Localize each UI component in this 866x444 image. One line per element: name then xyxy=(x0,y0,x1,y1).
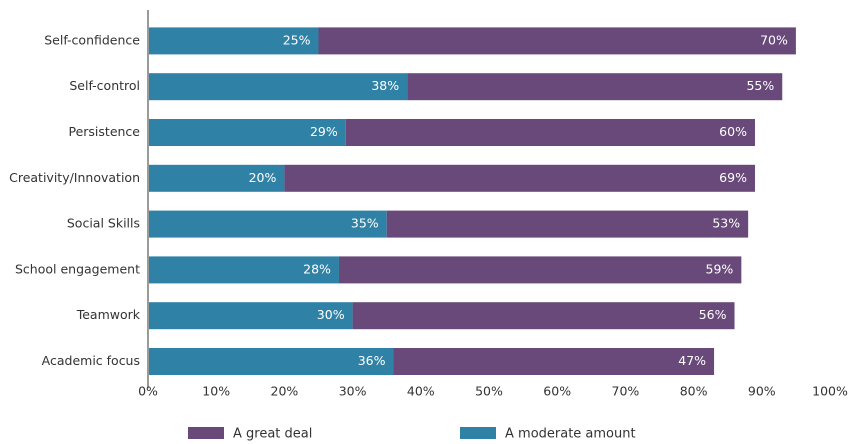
category-label-creativity-innovation: Creativity/Innovation xyxy=(9,170,140,185)
data-label-a-moderate-amount-academic-focus: 36% xyxy=(358,353,386,368)
bar-a-great-deal-persistence xyxy=(345,119,755,146)
bar-a-moderate-amount-creativity-innovation xyxy=(148,164,285,192)
category-label-social-skills: Social Skills xyxy=(67,216,140,231)
data-label-a-great-deal-academic-focus: 47% xyxy=(678,353,706,368)
bar-a-great-deal-teamwork xyxy=(352,302,735,330)
x-tick-label-7: 70% xyxy=(612,384,640,399)
data-label-a-moderate-amount-creativity-innovation: 20% xyxy=(249,170,277,185)
x-tick-label-9: 90% xyxy=(748,384,776,399)
legend-label-a-moderate-amount: A moderate amount xyxy=(505,427,636,442)
legend-swatch-a-moderate-amount xyxy=(460,427,496,439)
bar-a-great-deal-school-engagement xyxy=(338,256,742,284)
category-label-academic-focus: Academic focus xyxy=(42,353,140,368)
category-label-teamwork: Teamwork xyxy=(76,307,141,322)
category-label-self-confidence: Self-confidence xyxy=(44,32,140,47)
bar-a-great-deal-academic-focus xyxy=(393,348,715,375)
data-label-a-moderate-amount-social-skills: 35% xyxy=(351,216,379,231)
data-label-a-moderate-amount-teamwork: 30% xyxy=(317,307,345,322)
bars-layer: 25% 70% 38% 55% 29% 60% 20% 69% 35% 53% 28% 59% 30% 5… xyxy=(148,27,796,375)
data-label-a-great-deal-self-confidence: 70% xyxy=(760,32,788,47)
x-tick-label-1: 10% xyxy=(202,384,230,399)
x-axis-ticks: 0% 10% 20% 30% 40% 50% 60% 70% 80% 90% 100% xyxy=(138,384,848,399)
legend-label-a-great-deal: A great deal xyxy=(233,427,312,442)
data-label-a-great-deal-creativity-innovation: 69% xyxy=(719,170,747,185)
bar-a-moderate-amount-persistence xyxy=(148,119,346,146)
legend: A great deal A moderate amount xyxy=(188,427,636,442)
bar-a-moderate-amount-social-skills xyxy=(148,210,387,238)
data-label-a-great-deal-persistence: 60% xyxy=(719,124,747,139)
data-label-a-great-deal-self-control: 55% xyxy=(746,78,774,93)
x-tick-label-4: 40% xyxy=(407,384,435,399)
category-label-persistence: Persistence xyxy=(69,124,141,139)
bar-a-moderate-amount-self-control xyxy=(148,73,408,101)
bar-a-great-deal-creativity-innovation xyxy=(284,164,755,192)
x-tick-label-0: 0% xyxy=(138,384,158,399)
x-tick-label-6: 60% xyxy=(543,384,571,399)
data-label-a-moderate-amount-self-confidence: 25% xyxy=(283,32,311,47)
x-tick-label-5: 50% xyxy=(475,384,503,399)
data-label-a-great-deal-school-engagement: 59% xyxy=(706,261,734,276)
x-tick-label-3: 30% xyxy=(339,384,367,399)
category-label-school-engagement: School engagement xyxy=(15,261,140,276)
bar-a-great-deal-self-control xyxy=(407,73,783,101)
category-label-self-control: Self-control xyxy=(69,78,140,93)
legend-swatch-a-great-deal xyxy=(188,427,224,439)
data-label-a-moderate-amount-self-control: 38% xyxy=(371,78,399,93)
data-label-a-great-deal-teamwork: 56% xyxy=(699,307,727,322)
data-label-a-great-deal-social-skills: 53% xyxy=(712,216,740,231)
x-tick-label-10: 100% xyxy=(812,384,848,399)
x-tick-label-2: 20% xyxy=(271,384,299,399)
bar-a-moderate-amount-self-confidence xyxy=(148,27,319,55)
data-label-a-moderate-amount-persistence: 29% xyxy=(310,124,338,139)
category-labels: Self-confidence Self-control Persistence Cr… xyxy=(9,32,141,368)
bar-a-moderate-amount-school-engagement xyxy=(148,256,339,284)
bar-a-moderate-amount-teamwork xyxy=(148,302,353,330)
bar-a-great-deal-social-skills xyxy=(386,210,749,238)
data-label-a-moderate-amount-school-engagement: 28% xyxy=(303,261,331,276)
x-tick-label-8: 80% xyxy=(680,384,708,399)
bar-a-moderate-amount-academic-focus xyxy=(148,348,394,375)
bar-a-great-deal-self-confidence xyxy=(318,27,796,55)
